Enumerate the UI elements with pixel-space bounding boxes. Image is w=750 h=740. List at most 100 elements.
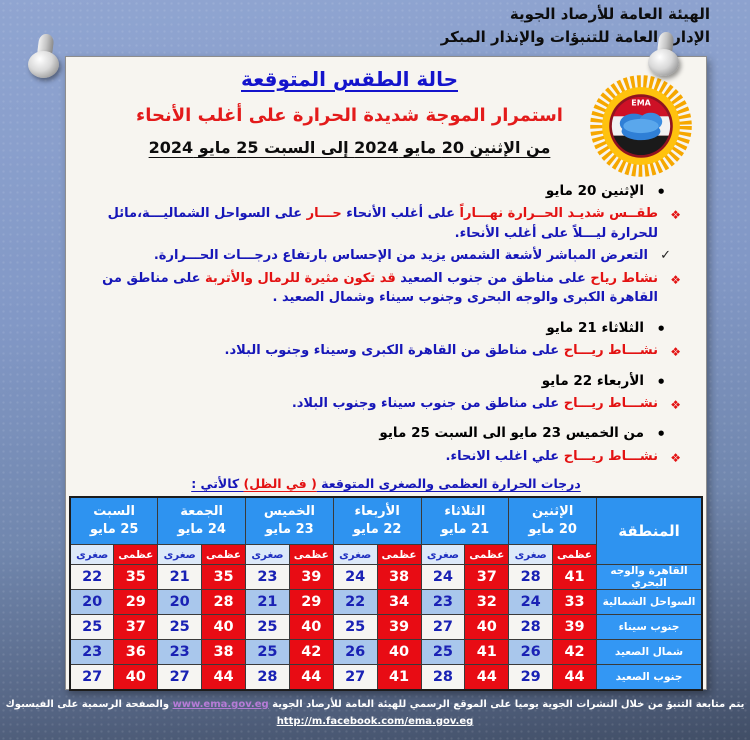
table-row: شمال الصعيد 42 26 41 25 40 26 42 25 38 23 36 23	[69, 639, 703, 665]
region-cell: السواحل الشمالية	[596, 589, 703, 615]
min-temp-subheader: صغرى	[420, 544, 466, 565]
forecast-list: • الإثنين 20 مايو ❖ طقــس شديـد الحــرارة ن…	[66, 157, 706, 466]
forecast-item: ❖ نشـــاط ريـــاح على مناطق من جنوب سيناء…	[80, 394, 684, 414]
min-temp-cell: 28	[508, 614, 554, 640]
forecast-day-heading: • من الخميس 23 مايو الى السبت 25 مايو	[80, 423, 684, 443]
forecast-day-heading: • الثلاثاء 21 مايو	[80, 318, 684, 338]
max-temp-cell: 44	[201, 664, 246, 691]
max-temp-cell: 37	[464, 564, 510, 590]
max-temp-cell: 40	[464, 614, 510, 640]
forecast-text: نشاط رياح على مناطق من جنوب الصعيد قد تك…	[102, 270, 658, 306]
max-temp-cell: 40	[288, 614, 334, 640]
ema-website-link[interactable]: www.ema.gov.eg	[172, 699, 269, 710]
temp-table-head: المنطقة الإثنين 20 مايو الثلاثاء 21 مايو الأر…	[69, 496, 703, 565]
max-temp-cell: 33	[552, 589, 597, 615]
min-temp-cell: 25	[332, 614, 378, 640]
department-name: الإدارة العامة للتنبؤات والإنذار المبكر	[440, 28, 710, 46]
min-temp-cell: 23	[157, 639, 203, 665]
day-column-header: السبت 25 مايو	[69, 496, 159, 545]
max-temp-cell: 42	[552, 639, 597, 665]
max-temp-cell: 41	[376, 664, 422, 691]
diamond-bullet-icon: ❖	[670, 397, 681, 412]
max-temp-cell: 29	[288, 589, 334, 615]
footer-text-before: يتم متابعة التنبؤ من خلال النشرات الجوية…	[268, 699, 745, 710]
min-temp-cell: 26	[508, 639, 554, 665]
max-temp-cell: 35	[113, 564, 159, 590]
forecast-text: نشـــاط ريـــاح على مناطق من جنوب سيناء …	[291, 395, 658, 411]
min-temp-cell: 24	[508, 589, 554, 615]
min-temp-cell: 23	[420, 589, 466, 615]
table-row: جنوب سيناء 39 28 40 27 39 25 40 25 40 25 37 25	[69, 614, 703, 640]
min-temp-cell: 22	[332, 589, 378, 615]
min-temp-cell: 25	[245, 614, 290, 640]
forecast-text: الإثنين 20 مايو	[545, 183, 644, 199]
page-title: حالة الطقس المتوقعة	[241, 67, 458, 91]
diamond-bullet-icon: ❖	[670, 345, 681, 359]
ema-logo-icon: EMA	[588, 73, 694, 179]
organization-name: الهيئة العامة للأرصاد الجوية	[509, 5, 710, 23]
region-cell: جنوب سيناء	[596, 614, 703, 640]
min-temp-subheader: صغرى	[245, 544, 290, 565]
table-row: جنوب الصعيد 44 29 44 28 41 27 44 28 44 27 40 27	[69, 664, 703, 691]
region-column-header: المنطقة	[596, 496, 703, 565]
min-temp-cell: 27	[420, 614, 466, 640]
organization-header: الهيئة العامة للأرصاد الجوية الإدارة الع…	[441, 3, 710, 49]
weather-bulletin-paper: EMA حالة الطقس المتوقعة استمرار الموجة ش…	[65, 56, 707, 691]
min-temp-cell: 28	[508, 564, 554, 590]
bullet-icon: •	[656, 425, 666, 444]
diamond-bullet-icon: ❖	[670, 272, 681, 287]
table-row: القاهرة والوجه البحري 41 28 37 24 38 24 39 23 35 2…	[69, 564, 703, 590]
min-temp-subheader: صغرى	[157, 544, 203, 565]
min-temp-cell: 21	[157, 564, 203, 590]
diamond-bullet-icon: ❖	[670, 450, 681, 465]
bullet-icon: •	[656, 183, 666, 201]
footer: يتم متابعة التنبؤ من خلال النشرات الجوية…	[0, 696, 750, 730]
max-temp-cell: 35	[201, 564, 246, 590]
forecast-item: ✓ التعرض المباشر لأشعة الشمس يزيد من الإح…	[80, 246, 684, 266]
max-temp-cell: 44	[288, 664, 334, 691]
max-temp-subheader: عظمى	[288, 544, 334, 565]
min-temp-subheader: صغرى	[69, 544, 115, 565]
forecast-text: التعرض المباشر لأشعة الشمس يزيد من الإحس…	[153, 248, 648, 264]
forecast-day-heading: • الأربعاء 22 مايو	[80, 371, 684, 391]
forecast-period: من الإثنين 20 مايو 2024 إلى السبت 25 ماي…	[148, 138, 551, 157]
day-column-header: الإثنين 20 مايو	[508, 496, 597, 545]
temp-table-body: القاهرة والوجه البحري 41 28 37 24 38 24 39 23 35 2…	[69, 564, 703, 691]
forecast-text: الثلاثاء 21 مايو	[546, 319, 644, 336]
max-temp-cell: 34	[376, 589, 422, 615]
min-temp-cell: 24	[332, 564, 378, 590]
region-cell: جنوب الصعيد	[596, 664, 703, 691]
day-column-header: الأربعاء 22 مايو	[332, 496, 422, 545]
min-temp-cell: 22	[69, 564, 115, 590]
max-temp-cell: 38	[201, 639, 246, 665]
pushpin-icon	[646, 31, 694, 88]
forecast-item: ❖ نشـــاط ريـــاح على مناطق من القاهرة ال…	[80, 341, 684, 361]
min-temp-cell: 29	[508, 664, 554, 691]
min-temp-cell: 25	[69, 614, 115, 640]
forecast-day-heading: • الإثنين 20 مايو	[80, 181, 684, 201]
forecast-item: ❖ طقــس شديـد الحــرارة نهـــاراً على أغل…	[80, 204, 684, 243]
max-temp-subheader: عظمى	[464, 544, 510, 565]
title-block: حالة الطقس المتوقعة استمرار الموجة شديدة…	[66, 57, 706, 157]
max-temp-cell: 39	[288, 564, 334, 590]
forecast-text: نشـــاط ريـــاح علي اغلب الانحاء.	[445, 448, 658, 464]
max-temp-cell: 41	[552, 564, 597, 590]
facebook-link[interactable]: http://m.facebook.com/ema.gov.eg	[276, 716, 474, 727]
max-temp-cell: 28	[201, 589, 246, 615]
min-temp-cell: 28	[245, 664, 290, 691]
min-temp-subheader: صغرى	[332, 544, 378, 565]
max-temp-cell: 29	[113, 589, 159, 615]
max-temp-subheader: عظمى	[552, 544, 597, 565]
min-temp-cell: 21	[245, 589, 290, 615]
footer-note: يتم متابعة التنبؤ من خلال النشرات الجوية…	[0, 696, 750, 713]
max-temp-cell: 44	[552, 664, 597, 691]
bullet-icon: •	[656, 319, 666, 338]
forecast-item: ❖ نشـــاط ريـــاح علي اغلب الانحاء.	[80, 447, 684, 467]
max-temp-cell: 38	[376, 564, 422, 590]
page-subtitle: استمرار الموجة شديدة الحرارة على أغلب ال…	[136, 105, 563, 126]
min-temp-cell: 23	[245, 564, 290, 590]
footer-text-after: والصفحة الرسمية على الفيسبوك	[5, 699, 173, 710]
forecast-text: طقــس شديـد الحــرارة نهـــاراً على أغلب…	[107, 206, 658, 241]
forecast-text: من الخميس 23 مايو الى السبت 25 مايو	[379, 425, 644, 442]
min-temp-cell: 27	[157, 664, 203, 691]
